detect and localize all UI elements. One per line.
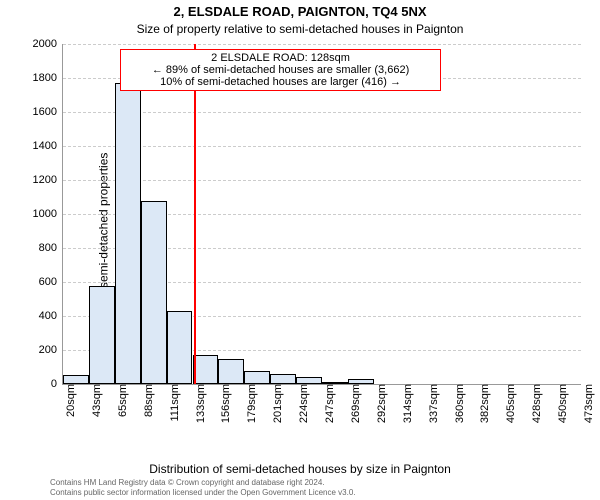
histogram-bar bbox=[89, 286, 115, 384]
x-tick-label: 65sqm bbox=[113, 384, 129, 417]
y-gridline bbox=[63, 44, 581, 45]
x-tick-label: 450sqm bbox=[553, 384, 569, 423]
y-tick-label: 1600 bbox=[33, 106, 63, 118]
x-tick-label: 247sqm bbox=[320, 384, 336, 423]
y-tick-label: 800 bbox=[39, 242, 63, 254]
x-tick-label: 269sqm bbox=[346, 384, 362, 423]
histogram-bar bbox=[193, 355, 219, 384]
plot-area: 020040060080010001200140016001800200020s… bbox=[62, 44, 581, 385]
x-tick-label: 473sqm bbox=[579, 384, 595, 423]
histogram-bar bbox=[218, 359, 244, 384]
histogram-bar bbox=[167, 311, 193, 384]
x-tick-label: 224sqm bbox=[294, 384, 310, 423]
x-tick-label: 111sqm bbox=[165, 384, 181, 422]
y-tick-label: 200 bbox=[39, 344, 63, 356]
y-tick-label: 600 bbox=[39, 276, 63, 288]
x-tick-label: 133sqm bbox=[191, 384, 207, 423]
y-tick-label: 2000 bbox=[33, 38, 63, 50]
info-box-line: 2 ELSDALE ROAD: 128sqm bbox=[125, 52, 436, 64]
y-tick-label: 1400 bbox=[33, 140, 63, 152]
histogram-bar bbox=[244, 371, 270, 384]
footer-attribution: Contains HM Land Registry data © Crown c… bbox=[50, 478, 590, 498]
chart-subtitle: Size of property relative to semi-detach… bbox=[0, 22, 600, 36]
chart-title: 2, ELSDALE ROAD, PAIGNTON, TQ4 5NX bbox=[0, 4, 600, 19]
x-tick-label: 88sqm bbox=[139, 384, 155, 417]
histogram-bar bbox=[63, 375, 89, 384]
x-tick-label: 314sqm bbox=[398, 384, 414, 423]
x-tick-label: 405sqm bbox=[501, 384, 517, 423]
info-box-line: ← 89% of semi-detached houses are smalle… bbox=[125, 64, 436, 76]
y-gridline bbox=[63, 180, 581, 181]
x-tick-label: 20sqm bbox=[61, 384, 77, 417]
x-tick-label: 337sqm bbox=[424, 384, 440, 423]
y-gridline bbox=[63, 146, 581, 147]
histogram-bar bbox=[115, 83, 141, 384]
x-axis-label: Distribution of semi-detached houses by … bbox=[0, 462, 600, 476]
footer-line2: Contains public sector information licen… bbox=[50, 488, 590, 498]
info-box: 2 ELSDALE ROAD: 128sqm← 89% of semi-deta… bbox=[120, 49, 441, 91]
y-gridline bbox=[63, 112, 581, 113]
y-tick-label: 1200 bbox=[33, 174, 63, 186]
x-tick-label: 360sqm bbox=[450, 384, 466, 423]
info-box-line: 10% of semi-detached houses are larger (… bbox=[125, 76, 436, 88]
property-size-chart: 2, ELSDALE ROAD, PAIGNTON, TQ4 5NX Size … bbox=[0, 0, 600, 500]
x-tick-label: 156sqm bbox=[216, 384, 232, 423]
x-tick-label: 428sqm bbox=[527, 384, 543, 423]
y-tick-label: 1000 bbox=[33, 208, 63, 220]
x-tick-label: 292sqm bbox=[372, 384, 388, 423]
x-tick-label: 201sqm bbox=[268, 384, 284, 423]
footer-line1: Contains HM Land Registry data © Crown c… bbox=[50, 478, 590, 488]
y-tick-label: 1800 bbox=[33, 72, 63, 84]
x-tick-label: 179sqm bbox=[242, 384, 258, 423]
x-tick-label: 43sqm bbox=[87, 384, 103, 417]
x-tick-label: 382sqm bbox=[475, 384, 491, 423]
histogram-bar bbox=[270, 374, 296, 384]
histogram-bar bbox=[296, 377, 322, 384]
y-tick-label: 400 bbox=[39, 310, 63, 322]
histogram-bar bbox=[141, 201, 167, 384]
marker-line bbox=[194, 44, 196, 384]
